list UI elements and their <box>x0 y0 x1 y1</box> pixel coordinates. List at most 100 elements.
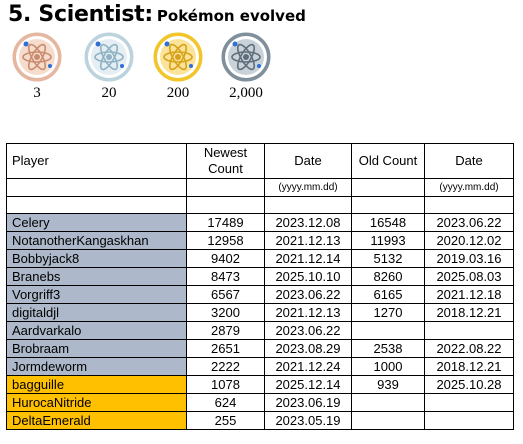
old-count-cell: 5132 <box>351 249 425 268</box>
newest-count-cell: 17489 <box>186 213 265 232</box>
medal-count: 20 <box>101 85 117 101</box>
old-date-cell: 2018.12.21 <box>424 303 514 322</box>
newest-date-cell: 2023.12.08 <box>264 213 352 232</box>
column-header-date: Date <box>264 143 352 179</box>
player-name-cell: HurocaNitride <box>6 393 187 412</box>
old-count-cell: 1000 <box>351 357 425 376</box>
table-row: bagguille 1078 2025.12.14 939 2025.10.28 <box>6 375 514 394</box>
newest-count-cell: 12958 <box>186 231 265 250</box>
column-header-player: Player <box>6 143 187 179</box>
old-date-cell: 2019.03.16 <box>424 249 514 268</box>
table-row: digitaldjl 3200 2021.12.13 1270 2018.12.21 <box>6 303 514 322</box>
old-count-cell: 939 <box>351 375 425 394</box>
table-row: NotanotherKangaskhan 12958 2021.12.13 11993… <box>6 231 514 250</box>
atom-bronze-medal-icon <box>11 31 63 83</box>
newest-date-cell: 2023.06.19 <box>264 393 352 412</box>
newest-date-cell: 2025.10.10 <box>264 267 352 286</box>
newest-count-cell: 2879 <box>186 321 265 340</box>
table-row: Jormdeworm 2222 2021.12.24 1000 2018.12.21 <box>6 357 514 376</box>
player-name-cell: Bobbyjack8 <box>6 249 187 268</box>
medal-count: 200 <box>166 85 190 101</box>
player-name-cell: DeltaEmerald <box>6 411 187 430</box>
old-date-format-hint: (yyyy.mm.dd) <box>424 178 514 197</box>
table-header-row: Player Newest Count Date Old Count Date <box>6 143 514 179</box>
newest-count-cell: 3200 <box>186 303 265 322</box>
section-subtitle: Pokémon evolved <box>156 7 306 25</box>
column-header-old-date: Date <box>424 143 514 179</box>
column-header-old-count: Old Count <box>351 143 425 179</box>
player-name-cell: Branebs <box>6 267 187 286</box>
player-name-cell: Aardvarkalo <box>6 321 187 340</box>
medal-count: 2,000 <box>229 85 263 101</box>
newest-date-cell: 2023.06.22 <box>264 321 352 340</box>
newest-date-cell: 2023.06.22 <box>264 285 352 304</box>
table-row: Aardvarkalo 2879 2023.06.22 <box>6 321 514 340</box>
atom-gold-medal-icon <box>152 31 204 83</box>
platinum-medal: 2,000 <box>216 30 276 114</box>
old-date-cell: 2020.12.02 <box>424 231 514 250</box>
player-name-cell: Vorgriff3 <box>6 285 187 304</box>
old-date-cell: 2022.08.22 <box>424 339 514 358</box>
old-count-cell <box>351 411 425 430</box>
old-date-cell: 2025.10.28 <box>424 375 514 394</box>
newest-count-cell: 2651 <box>186 339 265 358</box>
page-title: 5. Scientist: Pokémon evolved <box>8 2 306 27</box>
player-name-cell: Brobraam <box>6 339 187 358</box>
newest-date-cell: 2021.12.13 <box>264 231 352 250</box>
newest-date-cell: 2021.12.13 <box>264 303 352 322</box>
old-date-cell: 2025.08.03 <box>424 267 514 286</box>
newest-count-cell: 624 <box>186 393 265 412</box>
section-title: 5. Scientist: <box>8 2 153 27</box>
newest-count-cell: 1078 <box>186 375 265 394</box>
old-date-cell: 2021.12.18 <box>424 285 514 304</box>
table-row: Branebs 8473 2025.10.10 8260 2025.08.03 <box>6 267 514 286</box>
table-body: Celery 17489 2023.12.08 16548 2023.06.22 Nota… <box>6 213 514 430</box>
atom-platinum-medal-icon <box>220 31 272 83</box>
table-row: Bobbyjack8 9402 2021.12.14 5132 2019.03.16 <box>6 249 514 268</box>
format-hint-row: (yyyy.mm.dd) (yyyy.mm.dd) <box>6 178 514 197</box>
column-header-newest-count: Newest Count <box>186 143 265 179</box>
old-count-cell <box>351 393 425 412</box>
leaderboard-table: Player Newest Count Date Old Count Date … <box>6 143 514 430</box>
silver-medal: 20 <box>79 30 139 114</box>
table-row: Brobraam 2651 2023.08.29 2538 2022.08.22 <box>6 339 514 358</box>
old-date-cell: 2018.12.21 <box>424 357 514 376</box>
old-date-cell <box>424 321 514 340</box>
old-date-cell <box>424 393 514 412</box>
spacer-row <box>6 196 514 214</box>
player-name-cell: bagguille <box>6 375 187 394</box>
newest-date-cell: 2021.12.24 <box>264 357 352 376</box>
newest-date-cell: 2025.12.14 <box>264 375 352 394</box>
old-count-cell: 11993 <box>351 231 425 250</box>
newest-count-cell: 8473 <box>186 267 265 286</box>
table-row: Vorgriff3 6567 2023.06.22 6165 2021.12.18 <box>6 285 514 304</box>
player-name-cell: Jormdeworm <box>6 357 187 376</box>
atom-silver-medal-icon <box>83 31 135 83</box>
gold-medal: 200 <box>148 30 208 114</box>
old-count-cell: 8260 <box>351 267 425 286</box>
old-date-cell <box>424 411 514 430</box>
old-count-cell: 2538 <box>351 339 425 358</box>
table-row: HurocaNitride 624 2023.06.19 <box>6 393 514 412</box>
date-format-hint: (yyyy.mm.dd) <box>264 178 352 197</box>
bronze-medal: 3 <box>7 30 67 114</box>
medal-row: 3 20 200 2,000 <box>0 30 300 114</box>
player-name-cell: NotanotherKangaskhan <box>6 231 187 250</box>
newest-count-cell: 2222 <box>186 357 265 376</box>
newest-count-cell: 9402 <box>186 249 265 268</box>
newest-date-cell: 2021.12.14 <box>264 249 352 268</box>
newest-count-cell: 255 <box>186 411 265 430</box>
medal-count: 3 <box>33 85 41 101</box>
newest-count-cell: 6567 <box>186 285 265 304</box>
newest-date-cell: 2023.08.29 <box>264 339 352 358</box>
table-row: Celery 17489 2023.12.08 16548 2023.06.22 <box>6 213 514 232</box>
newest-date-cell: 2023.05.19 <box>264 411 352 430</box>
table-row: DeltaEmerald 255 2023.05.19 <box>6 411 514 430</box>
old-date-cell: 2023.06.22 <box>424 213 514 232</box>
player-name-cell: Celery <box>6 213 187 232</box>
old-count-cell: 6165 <box>351 285 425 304</box>
old-count-cell <box>351 321 425 340</box>
old-count-cell: 16548 <box>351 213 425 232</box>
old-count-cell: 1270 <box>351 303 425 322</box>
player-name-cell: digitaldjl <box>6 303 187 322</box>
